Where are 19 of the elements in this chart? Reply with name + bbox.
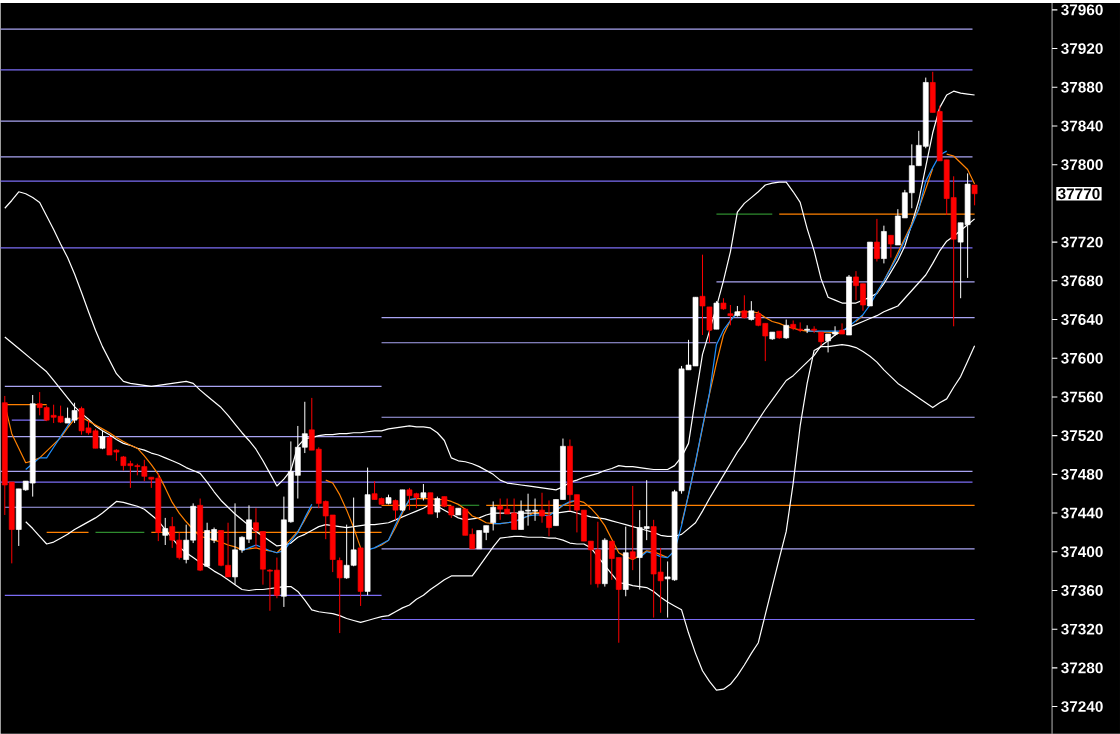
y-tick-label: 37720: [1061, 236, 1103, 248]
y-tick-label: 37240: [1061, 701, 1103, 712]
y-tick-label: 37680: [1061, 275, 1103, 287]
y-tick-label: 37400: [1061, 546, 1103, 558]
y-tick-label: 37360: [1061, 584, 1103, 596]
y-tick-label: 37840: [1061, 120, 1103, 132]
y-tick-label: 37520: [1061, 430, 1103, 441]
y-tick-label: 37800: [1061, 159, 1103, 171]
y-tick-label: 37880: [1061, 81, 1103, 93]
y-tick-label: 37440: [1061, 507, 1103, 519]
y-tick-label: 37640: [1061, 313, 1103, 325]
y-tick-label: 37600: [1061, 352, 1103, 364]
y-tick-label: 37280: [1061, 662, 1103, 674]
y-tick-label: 37480: [1061, 468, 1103, 480]
y-tick-label: 37320: [1061, 623, 1103, 635]
y-tick-label: 37560: [1061, 391, 1103, 403]
y-tick-label: 37960: [1061, 4, 1103, 16]
text: 37770: [1058, 188, 1100, 200]
y-tick-label: 37920: [1061, 43, 1103, 54]
